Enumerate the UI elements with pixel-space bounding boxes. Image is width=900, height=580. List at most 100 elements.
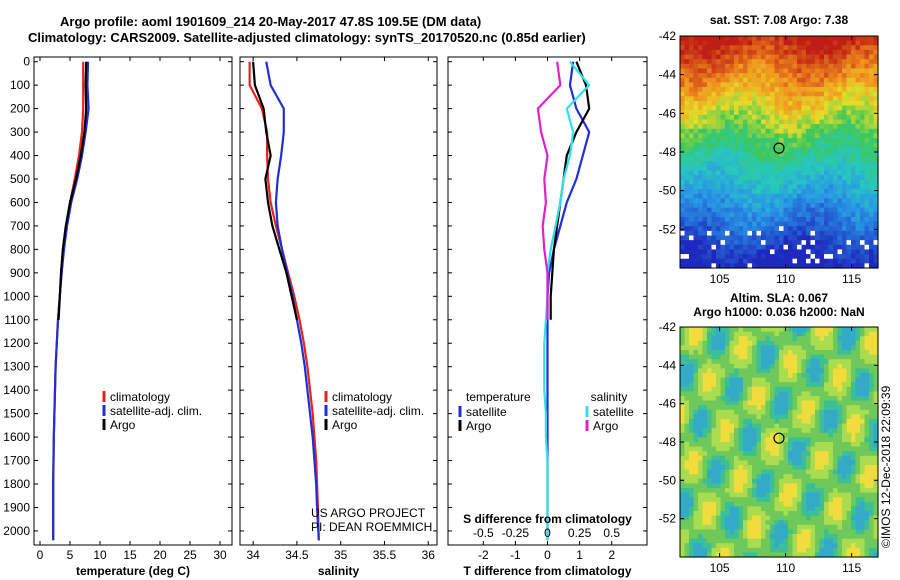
map-cell	[788, 377, 794, 383]
map-cell	[846, 119, 852, 125]
map-cell	[833, 152, 839, 158]
x2-axis-label: S difference from climatology	[463, 512, 632, 526]
map-cell	[864, 483, 870, 489]
map-cell	[774, 96, 780, 102]
map-cell	[756, 110, 762, 116]
map-cell	[756, 396, 762, 402]
map-cell	[725, 506, 731, 512]
map-cell	[815, 506, 821, 512]
map-cell	[846, 478, 852, 484]
map-cell	[752, 63, 758, 70]
map-cell	[698, 345, 704, 351]
map-cell	[743, 124, 749, 130]
map-cell	[702, 91, 708, 97]
map-cell	[711, 437, 717, 443]
map-cell	[747, 207, 753, 213]
map-cell	[801, 179, 807, 186]
map-cell	[752, 391, 758, 397]
map-cell	[783, 488, 789, 494]
map-cell	[734, 483, 740, 489]
map-cell	[725, 91, 731, 97]
map-cell	[680, 391, 686, 397]
map-cell	[797, 119, 803, 125]
map-cell	[720, 68, 726, 74]
map-cell	[846, 193, 852, 199]
map-cell	[828, 142, 834, 148]
map-cell	[792, 207, 798, 213]
map-cell	[707, 465, 713, 471]
map-cell	[806, 165, 812, 172]
map-cell	[801, 138, 807, 144]
map-cell	[869, 156, 875, 162]
map-cell	[774, 373, 780, 379]
map-cell	[797, 45, 803, 51]
map-cell	[869, 414, 875, 420]
map-cell	[680, 249, 686, 255]
map-cell	[702, 442, 708, 448]
map-cell	[738, 419, 744, 425]
map-cell	[860, 423, 866, 429]
map-cell	[788, 63, 794, 70]
map-cell	[734, 105, 740, 111]
map-cell	[707, 179, 713, 186]
map-cell	[774, 49, 780, 56]
map-cell	[684, 263, 690, 269]
map-cell	[810, 534, 816, 540]
map-cell	[797, 230, 803, 237]
map-cell	[855, 492, 861, 498]
map-cell	[801, 226, 807, 232]
map-cell	[720, 147, 726, 153]
map-cell	[797, 156, 803, 162]
map-cell	[729, 198, 735, 204]
map-cell	[684, 156, 690, 162]
map-cell	[824, 110, 830, 116]
map-cell	[761, 152, 767, 158]
map-cell	[864, 184, 870, 190]
map-cell	[855, 110, 861, 116]
map-cell	[869, 437, 875, 443]
map-cell	[855, 216, 861, 223]
map-cell	[819, 263, 825, 269]
map-cell	[792, 244, 798, 251]
map-cell	[756, 423, 762, 429]
map-cell	[716, 345, 722, 351]
map-cell	[738, 152, 744, 158]
map-cell	[828, 244, 834, 251]
map-cell	[729, 254, 735, 260]
map-cell	[707, 240, 713, 246]
map-cell	[860, 114, 866, 121]
map-cell	[738, 100, 744, 107]
map-cell	[824, 396, 830, 402]
map-cell	[819, 391, 825, 397]
map-cell	[689, 40, 695, 46]
map-cell	[855, 63, 861, 70]
map-cell	[707, 40, 713, 46]
map-cell	[702, 207, 708, 213]
map-cell	[752, 82, 758, 88]
map-cell	[693, 501, 699, 507]
map-cell	[684, 386, 690, 392]
map-cell	[680, 382, 686, 388]
map-cell	[707, 363, 713, 369]
map-cell	[716, 138, 722, 144]
map-cell	[833, 244, 839, 251]
map-cell	[716, 520, 722, 526]
map-cell	[842, 212, 848, 218]
map-cell	[837, 226, 843, 232]
map-cell	[801, 543, 807, 549]
map-cell	[819, 465, 825, 471]
map-cell	[860, 511, 866, 517]
map-cell	[851, 442, 857, 448]
map-cell	[725, 147, 731, 153]
map-cell	[774, 249, 780, 255]
map-cell	[756, 488, 762, 494]
map-cell	[806, 235, 812, 241]
map-cell	[716, 538, 722, 544]
map-cell	[711, 455, 717, 461]
map-cell	[864, 138, 870, 144]
map-cell	[864, 170, 870, 176]
map-cell	[765, 54, 771, 60]
map-cell	[797, 460, 803, 466]
map-cell	[824, 524, 830, 530]
map-cell	[806, 400, 812, 406]
